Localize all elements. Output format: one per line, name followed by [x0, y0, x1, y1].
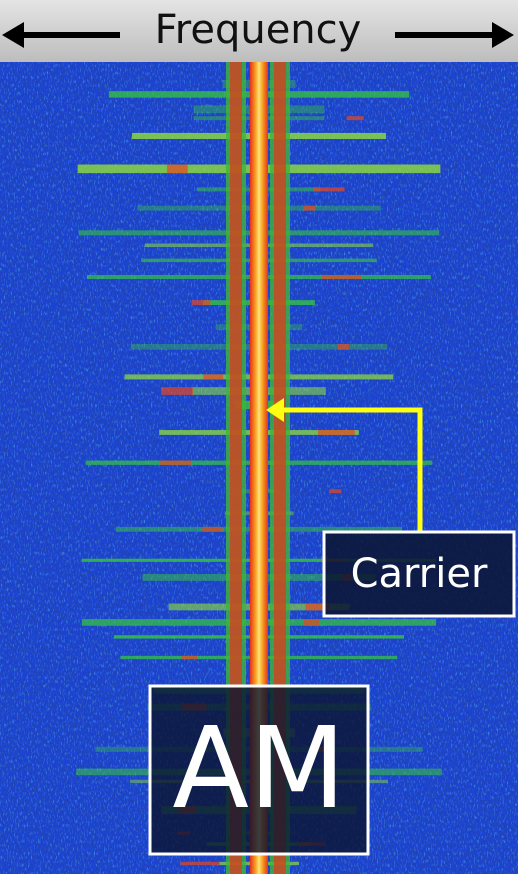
carrier-label: Carrier	[351, 551, 488, 597]
header-title: Frequency	[155, 7, 362, 53]
sideband-hotspot	[180, 862, 220, 865]
sideband-hotspot	[304, 206, 316, 211]
modulation-label: AM	[172, 704, 345, 834]
sideband-hotspot	[329, 489, 341, 493]
sideband-hotspot	[337, 344, 348, 350]
sideband-hotspot	[347, 116, 364, 120]
sideband-hotspot	[322, 275, 361, 279]
sideband-hotspot	[313, 187, 344, 191]
modulation-annotation: AM	[150, 686, 368, 854]
sideband-hotspot	[181, 656, 197, 659]
sideband-hotspot	[161, 387, 193, 395]
header: Frequency	[0, 0, 518, 62]
sideband-hotspot	[192, 300, 210, 305]
sideband-hotspot	[203, 374, 223, 379]
spectrogram-figure: Frequency Carrier AM	[0, 0, 518, 874]
page: Frequency Carrier AM (() => { const data…	[0, 0, 518, 874]
sideband-hotspot	[160, 461, 191, 465]
sideband-hotspot	[318, 430, 355, 435]
sideband-hotspot	[167, 165, 188, 174]
sideband-hotspot	[202, 527, 222, 532]
sideband-hotspot	[304, 619, 319, 626]
